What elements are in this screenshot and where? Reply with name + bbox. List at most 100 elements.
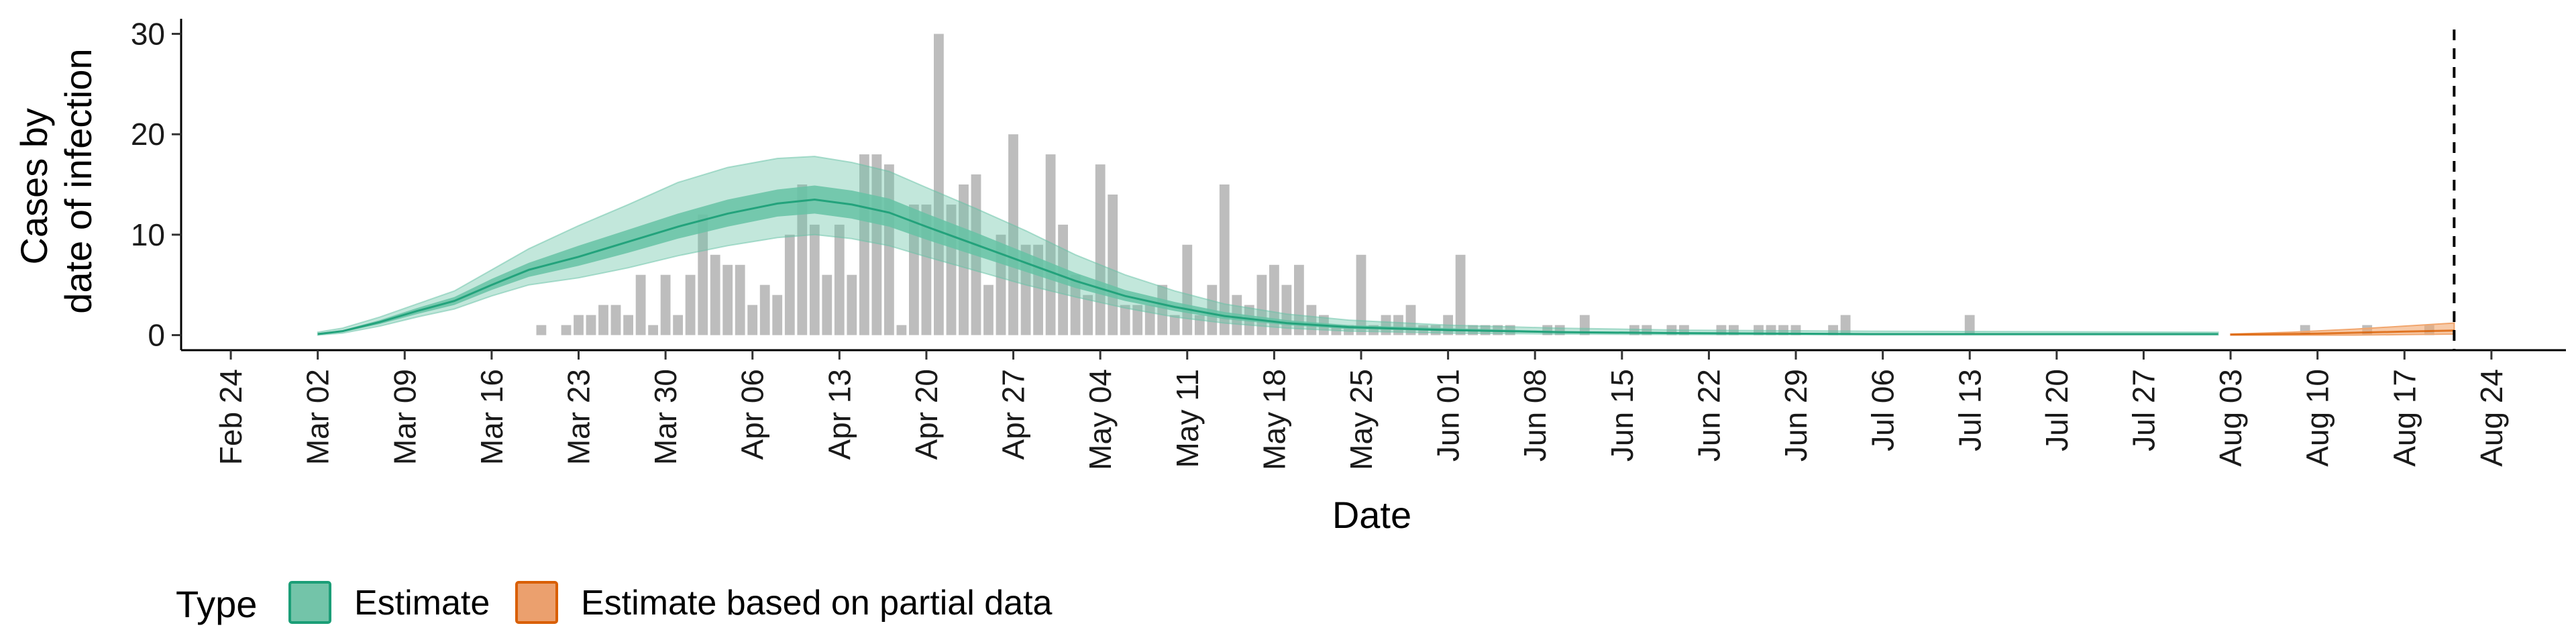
case-bar: [1828, 325, 1838, 335]
case-bar: [983, 284, 994, 335]
legend-title: Type: [176, 583, 257, 625]
x-tick-label: Apr 13: [822, 369, 857, 460]
y-tick-label: 20: [131, 117, 165, 152]
case-bar: [1083, 294, 1093, 335]
case-bar: [1579, 315, 1590, 335]
case-bar: [959, 184, 969, 335]
case-bar: [1219, 184, 1230, 335]
y-axis-title: Cases by date of infection: [13, 48, 99, 313]
case-bar: [909, 204, 919, 335]
case-bar: [1070, 274, 1081, 335]
case-bar: [1964, 315, 1975, 335]
case-bar: [1294, 264, 1304, 335]
estimate-median-line: [317, 198, 2218, 335]
x-tick-label: Mar 02: [301, 369, 335, 465]
x-tick-label: Feb 24: [213, 369, 248, 465]
x-tick-label: Apr 27: [996, 369, 1031, 460]
x-tick-label: Jul 27: [2127, 369, 2161, 451]
x-tick-label: Mar 30: [648, 369, 683, 465]
x-tick-label: Jul 06: [1866, 369, 1900, 451]
x-axis-ticks: Feb 24 Mar 02 Mar 09 Mar 16 Mar 23 Mar 30 Apr …: [213, 350, 2509, 470]
x-axis-title: Date: [1332, 494, 1411, 536]
case-bar: [1120, 305, 1130, 335]
case-bar: [673, 315, 683, 335]
case-bar: [834, 224, 845, 335]
case-bar: [586, 315, 596, 335]
legend-label-partial: Estimate based on partial data: [581, 584, 1053, 623]
case-bar: [1840, 315, 1851, 335]
x-tick-label: Jun 22: [1691, 369, 1726, 462]
x-tick-label: Aug 24: [2474, 369, 2509, 467]
x-tick-label: Jun 29: [1778, 369, 1813, 462]
x-tick-label: Aug 17: [2387, 369, 2422, 467]
x-tick-label: Apr 20: [909, 369, 944, 460]
x-tick-label: May 18: [1256, 369, 1291, 470]
partial-estimate: [2230, 322, 2455, 336]
legend-swatch-partial: [515, 581, 558, 624]
case-bar: [574, 315, 584, 335]
case-bar: [1157, 284, 1168, 335]
x-tick-label: May 04: [1083, 369, 1118, 470]
case-bar: [1095, 164, 1106, 335]
legend-label-estimate: Estimate: [354, 584, 490, 623]
x-tick-label: Apr 06: [735, 369, 770, 460]
x-tick-label: Mar 09: [387, 369, 422, 465]
case-bar: [610, 305, 621, 335]
case-bar: [759, 284, 770, 335]
case-bar: [623, 315, 633, 335]
case-bar: [735, 264, 745, 335]
y-tick-label: 10: [131, 217, 165, 252]
y-axis-ticks: 0 10 20 30: [131, 16, 181, 353]
case-bar: [1306, 305, 1317, 335]
case-bar: [1269, 264, 1279, 335]
estimate-median: [317, 198, 2218, 335]
x-tick-label: Jun 01: [1431, 369, 1466, 462]
case-bar: [685, 274, 696, 335]
x-tick-label: May 11: [1170, 369, 1205, 468]
case-bar: [698, 214, 708, 335]
case-bar: [934, 34, 944, 335]
x-tick-label: Mar 23: [561, 369, 596, 465]
case-bar: [561, 325, 572, 335]
case-bar: [747, 305, 758, 335]
x-tick-label: May 25: [1344, 369, 1379, 470]
x-tick-label: Aug 10: [2300, 369, 2335, 467]
case-bar: [896, 325, 907, 335]
case-bar: [1356, 254, 1366, 335]
x-tick-label: Jun 08: [1517, 369, 1552, 462]
case-bar: [635, 274, 646, 335]
case-bar: [648, 325, 658, 335]
case-bar: [1008, 134, 1018, 335]
axes: [180, 19, 2566, 352]
case-bar: [772, 294, 783, 335]
case-bar: [1455, 254, 1466, 335]
legend-swatch-estimate: [288, 581, 331, 624]
case-bar: [722, 264, 733, 335]
case-bar: [598, 305, 608, 335]
case-bar: [797, 184, 808, 335]
x-tick-label: Jul 20: [2039, 369, 2074, 451]
y-tick-label: 30: [131, 16, 165, 51]
x-tick-label: Jul 13: [1952, 369, 1987, 451]
case-bar: [1182, 244, 1193, 335]
y-axis-title-line-1: Cases by: [13, 108, 55, 264]
case-bar: [822, 274, 833, 335]
case-bar: [660, 274, 671, 335]
case-bar: [847, 274, 857, 335]
case-bar: [1132, 305, 1143, 335]
x-tick-label: Jun 15: [1605, 369, 1640, 462]
case-bar: [1108, 195, 1118, 335]
y-tick-label: 0: [148, 318, 165, 353]
case-bar: [809, 224, 820, 335]
case-bar: [1169, 315, 1180, 335]
case-bar: [784, 234, 795, 335]
case-bar: [536, 325, 547, 335]
x-tick-label: Mar 16: [474, 369, 509, 465]
case-bar: [1381, 315, 1391, 335]
legend: Type Estimate Estimate based on partial …: [176, 581, 1053, 625]
x-tick-label: Aug 03: [2213, 369, 2248, 467]
case-bar: [710, 254, 720, 335]
partial-estimate-line: [2231, 329, 2455, 336]
y-axis-title-line-2: date of infection: [57, 48, 99, 313]
